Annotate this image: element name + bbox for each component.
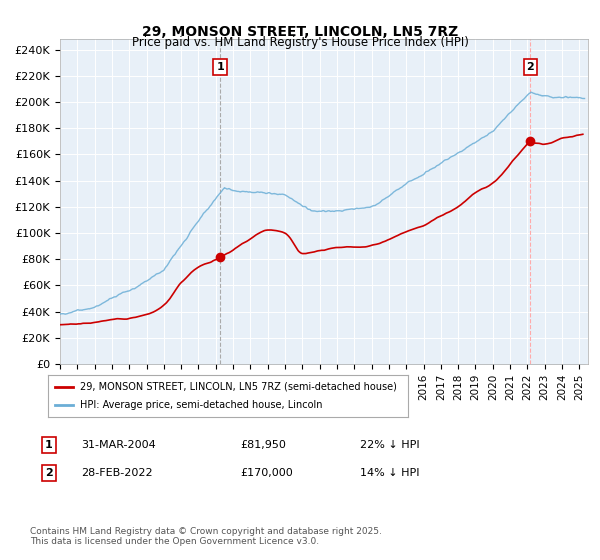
Text: 2: 2 (526, 62, 534, 72)
Text: Contains HM Land Registry data © Crown copyright and database right 2025.
This d: Contains HM Land Registry data © Crown c… (30, 526, 382, 546)
Text: 1: 1 (45, 440, 53, 450)
Text: £170,000: £170,000 (240, 468, 293, 478)
Text: Price paid vs. HM Land Registry's House Price Index (HPI): Price paid vs. HM Land Registry's House … (131, 36, 469, 49)
Text: 2: 2 (45, 468, 53, 478)
Text: 29, MONSON STREET, LINCOLN, LN5 7RZ: 29, MONSON STREET, LINCOLN, LN5 7RZ (142, 25, 458, 39)
Text: 1: 1 (216, 62, 224, 72)
Text: £81,950: £81,950 (240, 440, 286, 450)
Text: 22% ↓ HPI: 22% ↓ HPI (360, 440, 419, 450)
Text: HPI: Average price, semi-detached house, Lincoln: HPI: Average price, semi-detached house,… (80, 400, 323, 410)
Text: 14% ↓ HPI: 14% ↓ HPI (360, 468, 419, 478)
Text: 29, MONSON STREET, LINCOLN, LN5 7RZ (semi-detached house): 29, MONSON STREET, LINCOLN, LN5 7RZ (sem… (80, 382, 397, 392)
Text: 28-FEB-2022: 28-FEB-2022 (81, 468, 152, 478)
Text: 31-MAR-2004: 31-MAR-2004 (81, 440, 156, 450)
